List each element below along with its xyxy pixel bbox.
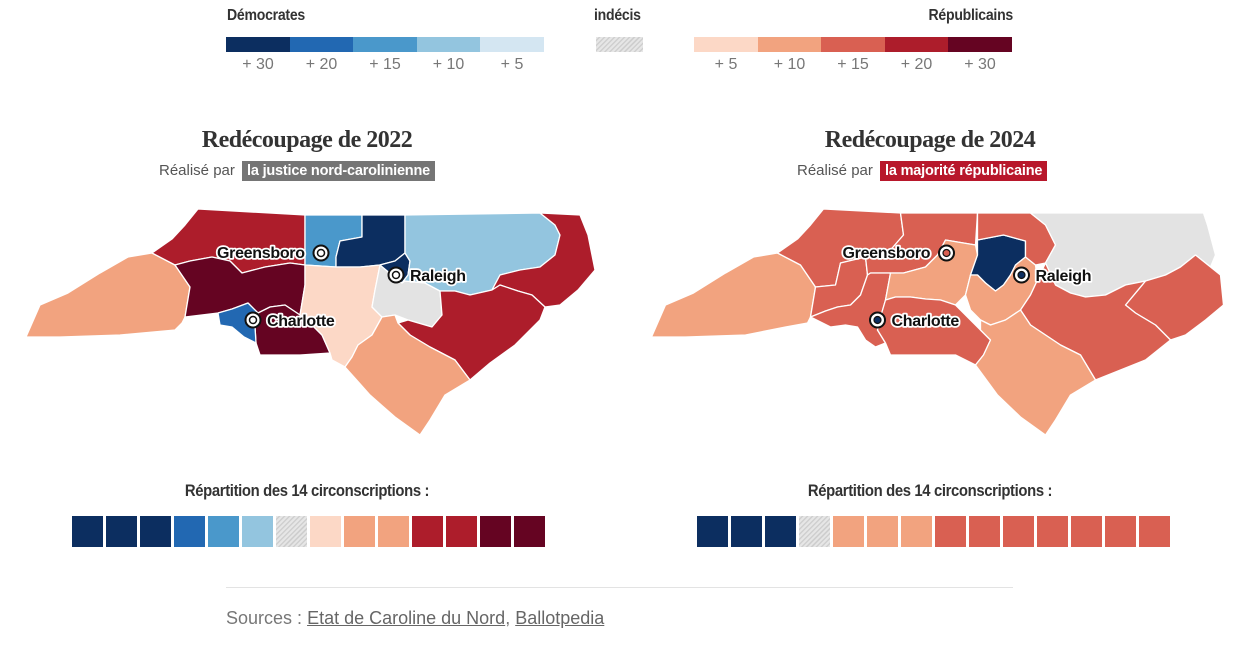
republicans-label: Républicains <box>928 7 1014 24</box>
district-square <box>140 516 171 547</box>
source-link-nc-state[interactable]: Etat de Caroline du Nord <box>307 608 506 628</box>
district-square <box>867 516 898 547</box>
democrats-label: Démocrates <box>227 7 305 24</box>
dem-tick: + 10 <box>432 56 465 73</box>
district-square <box>765 516 796 547</box>
greensboro-marker <box>312 244 330 262</box>
dem-swatch-5 <box>480 37 544 52</box>
charlotte-marker <box>244 311 262 329</box>
map-2022-distribution <box>72 516 548 547</box>
map-2024-distribution <box>697 516 1173 547</box>
district-square <box>1071 516 1102 547</box>
raleigh-marker <box>1013 266 1030 284</box>
rep-tick: + 5 <box>714 56 738 73</box>
district-2024-west <box>650 252 817 338</box>
district-square <box>72 516 103 547</box>
rep-swatch-30 <box>948 37 1012 52</box>
district-square <box>1037 516 1068 547</box>
source-link-ballotpedia[interactable]: Ballotpedia <box>515 608 605 628</box>
rep-swatch-20 <box>885 37 948 52</box>
district-square <box>969 516 1000 547</box>
district-square <box>799 516 830 547</box>
rep-swatch-5 <box>694 37 758 52</box>
dem-tick: + 15 <box>369 56 401 73</box>
greensboro-label: Greensboro <box>843 245 931 262</box>
raleigh-label: Raleigh <box>1036 268 1092 285</box>
district-2022-west <box>25 252 191 338</box>
rep-ticks: + 5 + 10 + 15 + 20 + 30 <box>694 56 1012 74</box>
dem-tick: + 30 <box>242 56 274 73</box>
greensboro-marker <box>938 244 955 262</box>
greensboro-label: Greensboro <box>217 245 305 262</box>
district-square <box>310 516 341 547</box>
district-square <box>344 516 375 547</box>
sources: Sources : Etat de Caroline du Nord, Ball… <box>226 608 604 629</box>
charlotte-label: Charlotte <box>267 313 335 330</box>
map-2024-author-tag: la majorité républicaine <box>880 161 1048 181</box>
district-2024-sandhills <box>876 296 992 366</box>
dem-swatch-15 <box>353 37 417 52</box>
dem-swatch-10 <box>417 37 480 52</box>
democrat-color-scale <box>226 37 544 52</box>
sources-separator: , <box>505 608 511 628</box>
sources-prefix: Sources : <box>226 608 303 628</box>
dem-tick: + 5 <box>500 56 524 73</box>
district-square <box>378 516 409 547</box>
map-2024-title: Redécoupage de 2024 <box>824 127 1036 153</box>
map-2022-distribution-title: Répartition des 14 circonscriptions : <box>184 482 430 500</box>
district-square <box>412 516 443 547</box>
charlotte-label: Charlotte <box>892 313 960 330</box>
map-2024-subtitle: Réalisé par la majorité républicaine <box>797 161 1048 181</box>
district-2024-southeast <box>974 309 1097 436</box>
map-2022: Greensboro Raleigh Charlotte <box>25 208 596 436</box>
rep-swatch-10 <box>758 37 821 52</box>
district-2022-coast-south <box>397 284 546 381</box>
map-2024: Greensboro Raleigh Charlotte <box>650 208 1225 436</box>
district-square <box>208 516 239 547</box>
dem-tick: + 20 <box>305 56 338 73</box>
dem-swatch-30 <box>226 37 290 52</box>
republican-color-scale <box>694 37 1012 52</box>
charlotte-marker <box>869 311 886 329</box>
map-2024-subtitle-prefix: Réalisé par <box>797 162 873 179</box>
map-2022-subtitle: Réalisé par la justice nord-carolinienne <box>159 161 435 181</box>
district-square <box>833 516 864 547</box>
district-square <box>242 516 273 547</box>
district-square <box>697 516 728 547</box>
district-square <box>901 516 932 547</box>
footer-divider <box>226 587 1013 588</box>
rep-tick: + 10 <box>773 56 806 73</box>
raleigh-label: Raleigh <box>410 268 466 285</box>
district-2022-southeast <box>344 314 471 436</box>
district-square <box>1105 516 1136 547</box>
undecided-label: indécis <box>594 7 641 24</box>
undecided-swatch <box>596 37 643 52</box>
dem-ticks: + 30 + 20 + 15 + 10 + 5 <box>226 56 544 74</box>
map-2022-author-tag: la justice nord-carolinienne <box>242 161 435 181</box>
rep-swatch-15 <box>821 37 885 52</box>
district-square <box>1139 516 1170 547</box>
district-2022-charlotte <box>217 302 259 344</box>
district-square <box>935 516 966 547</box>
district-square <box>276 516 307 547</box>
map-2024-distribution-title: Répartition des 14 circonscriptions : <box>807 482 1053 500</box>
map-2022-title: Redécoupage de 2022 <box>201 127 413 153</box>
district-square <box>174 516 205 547</box>
district-square <box>106 516 137 547</box>
rep-tick: + 15 <box>837 56 869 73</box>
district-square <box>1003 516 1034 547</box>
district-square <box>446 516 477 547</box>
map-2022-subtitle-prefix: Réalisé par <box>159 162 235 179</box>
district-square <box>731 516 762 547</box>
raleigh-marker <box>387 266 405 284</box>
rep-tick: + 30 <box>964 56 996 73</box>
district-square <box>480 516 511 547</box>
rep-tick: + 20 <box>900 56 933 73</box>
district-square <box>514 516 545 547</box>
dem-swatch-20 <box>290 37 353 52</box>
